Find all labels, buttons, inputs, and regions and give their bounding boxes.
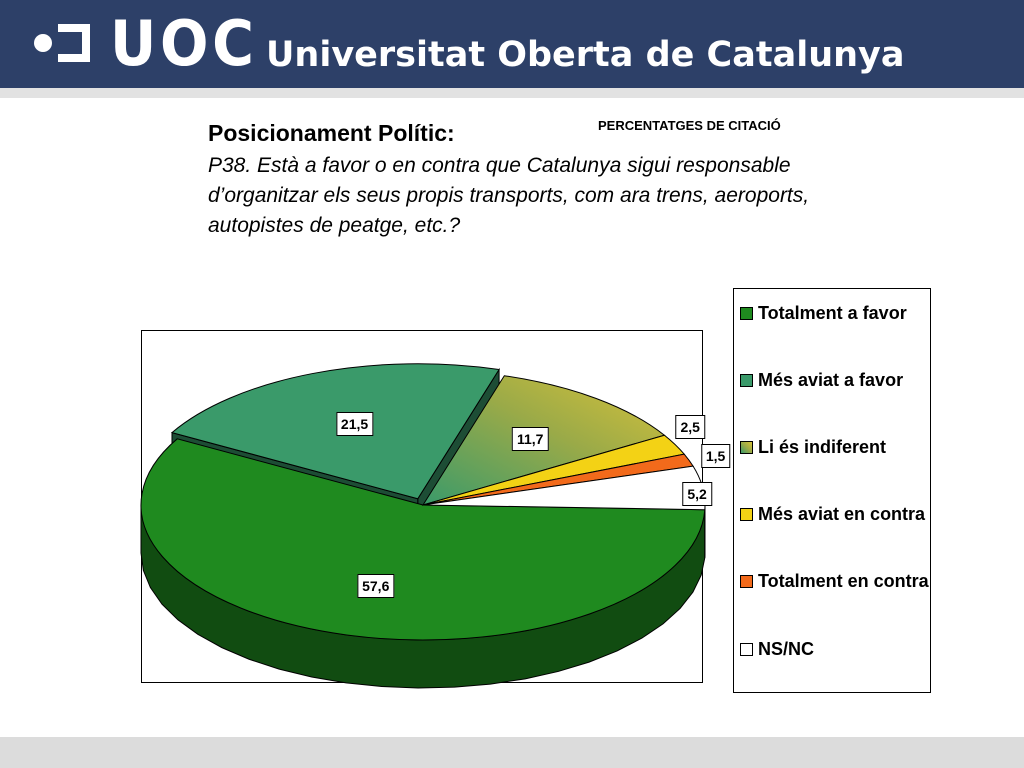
data-label-ns-nc: 5,2	[682, 482, 712, 507]
legend-item-mes-aviat-en-contra: Més aviat en contra	[740, 502, 930, 526]
pie-slice-mes-aviat-a-favor	[170, 363, 500, 500]
data-label-mes-aviat-en-contra: 2,5	[675, 414, 705, 439]
footer-bar	[0, 737, 1024, 768]
data-label-li-es-indiferent: 11,7	[511, 426, 549, 451]
legend-item-totalment-en-contra: Totalment en contra	[740, 569, 930, 593]
legend-swatch-totalment-en-contra	[740, 575, 753, 588]
legend-label: NS/NC	[758, 639, 815, 659]
legend-label: Li és indiferent	[758, 437, 887, 457]
legend-label: Més aviat a favor	[758, 370, 904, 390]
survey-question: P38. Està a favor o en contra que Catalu…	[208, 154, 810, 237]
chart-subtitle: PERCENTATGES DE CITACIÓ	[598, 118, 781, 133]
legend-item-totalment-a-favor: Totalment a favor	[740, 301, 930, 325]
data-label-totalment-a-favor: 57,6	[357, 573, 395, 598]
slide-title: Posicionament Polític:	[208, 120, 455, 146]
data-label-totalment-en-contra: 1,5	[700, 443, 731, 468]
legend-swatch-mes-aviat-en-contra	[740, 508, 753, 521]
legend-label: Més aviat en contra	[758, 504, 926, 524]
legend-item-mes-aviat-a-favor: Més aviat a favor	[740, 368, 930, 392]
legend-swatch-ns-nc	[740, 643, 753, 656]
legend-item-ns-nc: NS/NC	[740, 637, 930, 661]
pie-chart	[140, 363, 706, 689]
legend-item-li-es-indiferent: Li és indiferent	[740, 435, 930, 459]
logo-text: UOC	[110, 7, 258, 80]
legend-label: Totalment en contra	[758, 571, 929, 591]
data-label-mes-aviat-a-favor: 21,5	[335, 411, 374, 436]
legend-swatch-li-es-indiferent	[740, 441, 753, 454]
uoc-logo-icon	[34, 24, 90, 62]
university-name: Universitat Oberta de Catalunya	[266, 35, 905, 75]
legend-swatch-totalment-a-favor	[740, 307, 753, 320]
chart-legend: Totalment a favor Més aviat a favor Li és …	[733, 288, 931, 693]
header-divider	[0, 88, 1024, 98]
pie-slice-totalment-a-favor	[140, 438, 706, 641]
legend-swatch-mes-aviat-a-favor	[740, 374, 753, 387]
header-bar: UOC Universitat Oberta de Catalunya	[0, 0, 1024, 88]
legend-label: Totalment a favor	[758, 303, 907, 323]
